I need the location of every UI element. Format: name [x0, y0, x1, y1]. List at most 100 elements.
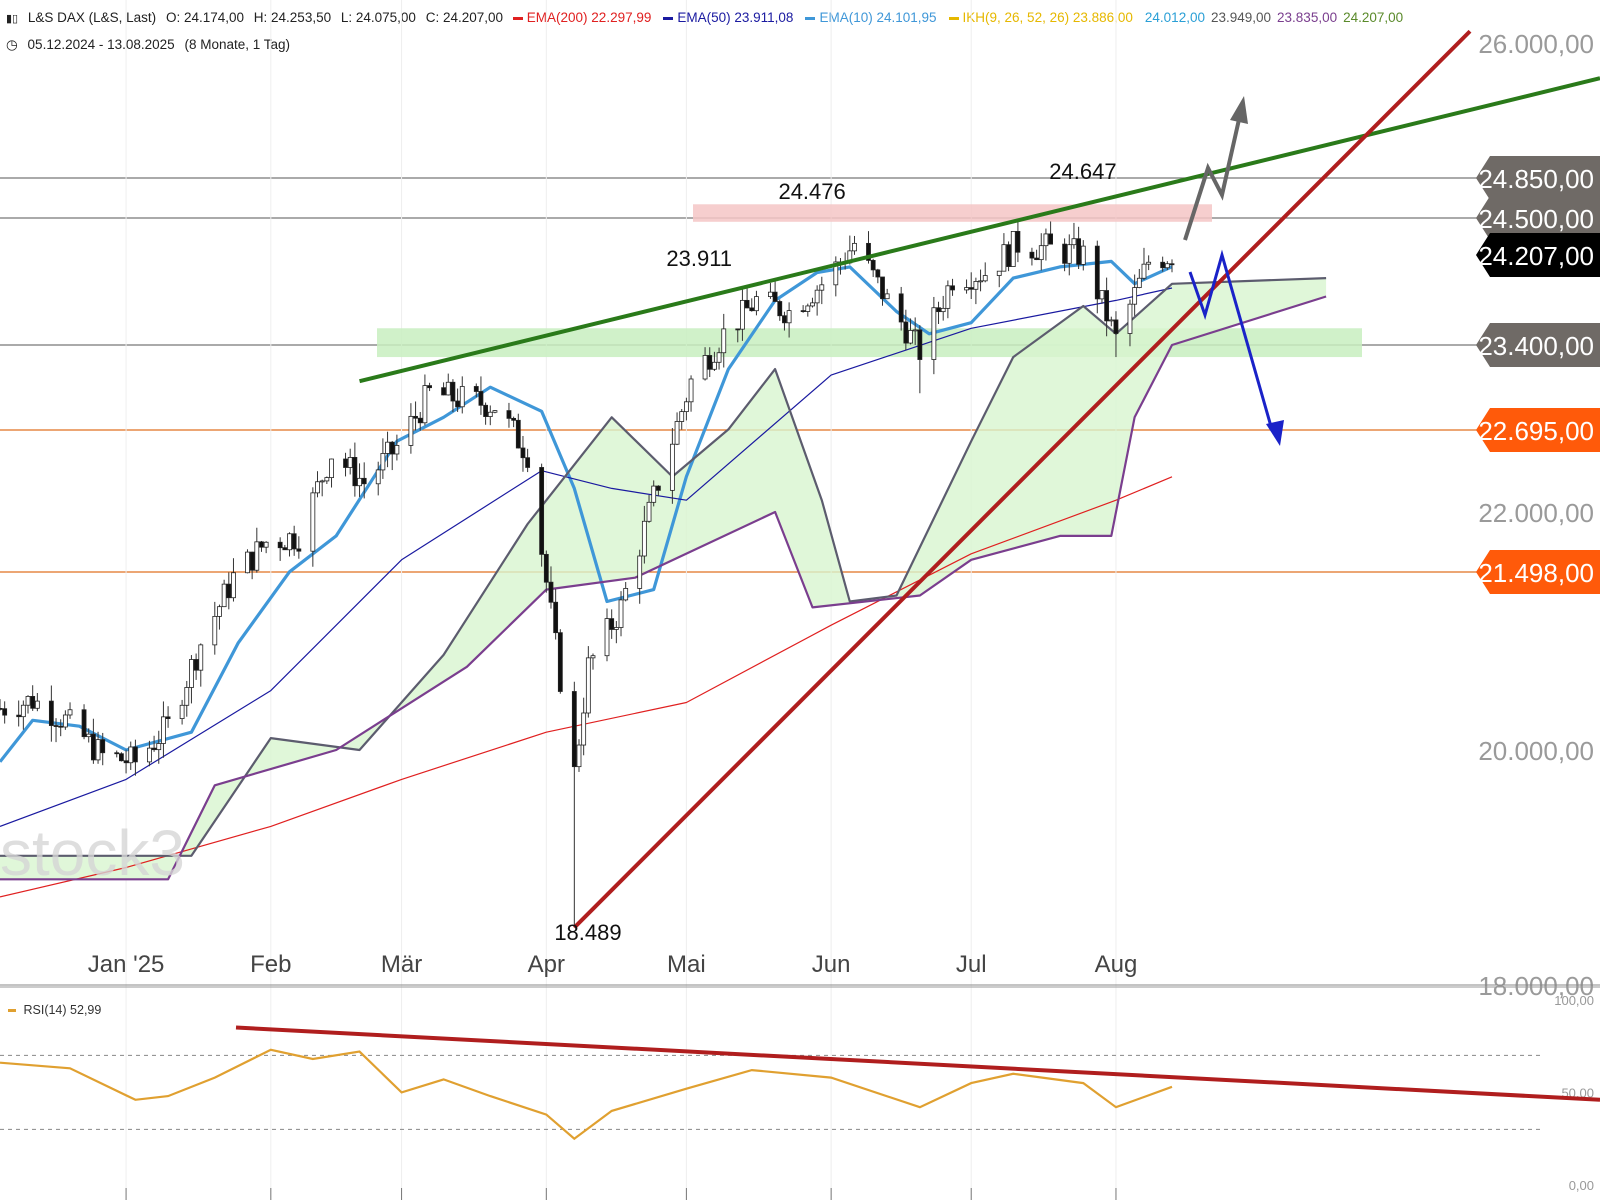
candle-body	[964, 287, 969, 291]
candle-body	[511, 417, 517, 421]
candle-body	[641, 520, 647, 557]
candle	[151, 735, 157, 752]
candle	[702, 347, 708, 381]
price-tag: 24.207,00	[1476, 233, 1600, 277]
candle	[884, 288, 890, 300]
candle	[128, 741, 134, 770]
price-tag: 24.850,00	[1476, 156, 1600, 200]
price-annotation: 24.476	[778, 179, 845, 204]
indicator-label: IKH(9, 26, 52, 26) 23.886,00	[962, 10, 1133, 25]
candle	[898, 286, 904, 331]
candle	[515, 413, 521, 449]
candle-body	[553, 601, 559, 634]
candle	[651, 480, 657, 507]
candle	[688, 375, 694, 412]
candle	[1066, 234, 1072, 276]
candle	[978, 269, 983, 292]
candle	[814, 285, 820, 316]
candle-body	[651, 485, 657, 503]
candle-body	[2, 708, 8, 716]
candle-body	[525, 457, 531, 468]
candle	[772, 281, 778, 302]
candle	[361, 462, 367, 499]
candle	[908, 318, 913, 345]
candle-body	[287, 533, 292, 551]
price-tag-label: 24.207,00	[1478, 241, 1594, 271]
candle-body	[609, 618, 615, 630]
candle-body	[576, 744, 582, 768]
candle-body	[936, 307, 941, 313]
candle-body	[231, 572, 236, 599]
candle-body	[343, 458, 348, 468]
candle	[768, 282, 773, 299]
candle	[543, 550, 549, 593]
candle-body	[34, 700, 40, 709]
candle	[329, 458, 334, 488]
price-tag-label: 21.498,00	[1478, 558, 1594, 588]
candle	[53, 718, 59, 743]
candle	[805, 303, 811, 317]
candle-body	[165, 716, 171, 719]
candle	[408, 403, 414, 454]
candle-body	[1146, 261, 1152, 265]
candle-body	[810, 302, 815, 307]
candle	[754, 290, 759, 316]
candle	[343, 452, 348, 477]
price-tag-label: 24.500,00	[1478, 204, 1594, 234]
candle	[1043, 228, 1049, 261]
candle-body	[62, 714, 68, 728]
candle-body	[740, 299, 745, 330]
candle	[968, 272, 974, 300]
candle-body	[646, 501, 652, 522]
candle	[487, 405, 493, 426]
ema-50--line	[0, 287, 1173, 827]
candle-body	[786, 310, 792, 324]
candle	[838, 258, 843, 275]
bullish-arrowhead	[1230, 96, 1248, 124]
ichimoku-cloud	[0, 278, 1327, 880]
clock-icon: ◷	[6, 37, 18, 52]
candle-body	[870, 260, 876, 271]
candle-body	[361, 477, 367, 485]
candle-body	[389, 441, 395, 455]
candle	[1015, 221, 1021, 263]
candle-body	[1113, 319, 1119, 334]
y-tick-label: 18.000,00	[1478, 971, 1594, 1001]
candle-body	[1169, 263, 1175, 266]
price-annotation: 18.489	[554, 920, 621, 945]
candle	[982, 262, 988, 283]
candle	[184, 680, 190, 717]
candle	[716, 347, 722, 370]
candle-body	[1094, 245, 1100, 300]
candle-body	[147, 747, 152, 763]
candle	[1113, 311, 1119, 358]
x-tick-label: Apr	[528, 951, 565, 978]
candle	[422, 374, 428, 426]
candle	[254, 527, 260, 573]
indicator-label: EMA(200) 22.297,99	[526, 10, 652, 25]
chart-header: ▮▯ L&S DAX (L&S, Last) O: 24.174,00 H: 2…	[6, 10, 1415, 25]
candle-body	[100, 739, 106, 754]
candle-body	[912, 329, 918, 332]
candle	[357, 463, 362, 497]
candle	[511, 416, 517, 428]
candle	[613, 621, 619, 644]
candle	[389, 440, 395, 471]
candle	[964, 279, 969, 294]
candle	[282, 544, 288, 551]
candle	[1001, 233, 1007, 272]
candle	[62, 710, 68, 730]
candle-body	[282, 547, 288, 551]
candle-body	[581, 712, 587, 746]
candle-body	[1108, 319, 1114, 322]
candle	[133, 739, 138, 776]
candle	[179, 699, 185, 725]
candle-body	[950, 285, 955, 291]
candle	[800, 305, 806, 313]
candle	[581, 697, 587, 756]
candle	[721, 313, 727, 368]
candle-body	[557, 632, 563, 692]
candle	[623, 582, 629, 602]
candle	[483, 402, 489, 425]
